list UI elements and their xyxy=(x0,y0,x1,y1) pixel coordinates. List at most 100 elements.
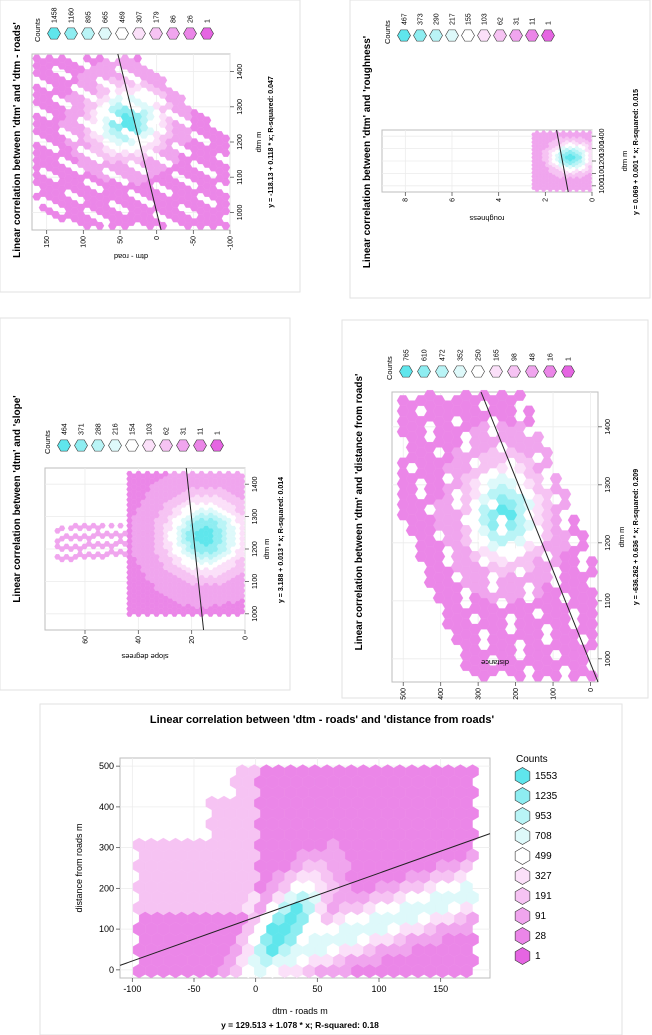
chart-dtm-roads-vs-distance: Linear correlation between 'dtm - roads'… xyxy=(74,714,558,1030)
x-tick-label: 1200 xyxy=(252,541,259,557)
hexbin-cell xyxy=(126,564,133,570)
y-tick-label: 100 xyxy=(550,688,557,700)
legend-swatch xyxy=(509,29,523,42)
legend-label: 179 xyxy=(153,11,160,23)
hexbin-cell xyxy=(126,507,133,513)
hexbin-cell xyxy=(531,159,537,164)
legend-swatch xyxy=(435,365,449,378)
hexbin-cell xyxy=(531,155,537,160)
legend-label: 288 xyxy=(95,423,102,435)
legend-label: 62 xyxy=(163,427,170,435)
y-tick-label: 400 xyxy=(438,688,445,700)
x-tick-label: 1100 xyxy=(599,166,606,181)
legend-label: 290 xyxy=(433,13,440,25)
legend-swatch xyxy=(176,439,190,452)
y-tick-label: 0 xyxy=(109,965,114,975)
hexbin-cell xyxy=(531,178,537,183)
chart-dtm-vs-roughness: Linear correlation between 'dtm' and 'ro… xyxy=(362,13,640,268)
legend-swatch xyxy=(514,807,531,825)
x-tick-label: 1200 xyxy=(599,153,606,169)
x-tick-label: 150 xyxy=(433,984,448,994)
hexbin-cell xyxy=(117,522,124,529)
legend-label: 352 xyxy=(457,349,464,361)
y-axis-ticks: 0 20 40 60 xyxy=(82,630,249,644)
x-tick-label: 1300 xyxy=(605,477,612,493)
legend-swatch xyxy=(525,365,539,378)
x-tick-label: 50 xyxy=(312,984,322,994)
hexbin-cell xyxy=(126,512,133,519)
legend-label: 708 xyxy=(535,831,552,842)
x-tick-label: 1100 xyxy=(252,574,259,589)
hexbin-cell xyxy=(126,522,133,529)
legend-swatch xyxy=(81,27,95,40)
hexbin-cell xyxy=(82,54,92,63)
y-tick-label: 300 xyxy=(475,688,482,700)
legend-title: Counts xyxy=(33,18,42,42)
legend-swatch xyxy=(507,365,521,378)
x-tick-label: 1000 xyxy=(252,606,259,622)
legend-swatch xyxy=(471,365,485,378)
legend-label: 472 xyxy=(439,349,446,361)
legend-swatch xyxy=(108,439,122,452)
legend: Counts 1458 1160 895 665 469 307 179 86 26 1 xyxy=(33,7,214,42)
y-tick-label: 6 xyxy=(449,198,456,202)
x-axis-label: dtm m xyxy=(254,132,263,153)
legend-label: 953 xyxy=(535,811,552,822)
legend-swatch xyxy=(183,27,197,40)
regression-line xyxy=(119,833,491,966)
legend-label: 307 xyxy=(136,11,143,23)
legend-label: 48 xyxy=(529,353,536,361)
x-tick-label: 100 xyxy=(371,984,386,994)
legend-label: 217 xyxy=(449,13,456,25)
legend-label: 499 xyxy=(535,851,552,862)
legend-label: 1 xyxy=(535,951,541,962)
x-tick-label: 1400 xyxy=(252,476,259,492)
legend-label: 31 xyxy=(513,17,520,25)
x-axis-ticks: -100 -50 0 50 100 150 xyxy=(123,978,448,994)
legend-label: 327 xyxy=(535,871,552,882)
x-tick-label: -50 xyxy=(187,984,200,994)
legend-label: 86 xyxy=(170,15,177,23)
legend-swatch xyxy=(149,27,163,40)
y-tick-label: 0 xyxy=(588,688,595,692)
legend-label: 467 xyxy=(401,13,408,25)
y-tick-label: 40 xyxy=(136,636,143,644)
hexbin-cell xyxy=(396,395,410,406)
y-axis-ticks: 0 2 4 6 8 xyxy=(403,192,596,202)
legend-title: Counts xyxy=(385,356,394,380)
legend-label: 1 xyxy=(545,21,552,25)
legend-label: 1 xyxy=(204,19,211,23)
legend-label: 165 xyxy=(493,349,500,361)
hexbin-cell xyxy=(531,166,537,171)
legend-swatch xyxy=(166,27,180,40)
legend-swatch xyxy=(64,27,78,40)
hexbin-cell xyxy=(531,182,537,187)
legend-title: Counts xyxy=(43,430,52,454)
x-tick-label: 1000 xyxy=(237,205,244,221)
legend-label: 895 xyxy=(85,11,92,23)
legend: Counts 464 371 288 216 154 103 62 31 11 1 xyxy=(43,423,224,454)
legend-title: Counts xyxy=(516,754,548,765)
regression-equation: y = 3.188 + 0.013 * x; R-squared: 0.014 xyxy=(278,477,285,603)
y-tick-label: 100 xyxy=(81,236,88,248)
legend-label: 103 xyxy=(146,423,153,435)
y-tick-label: 300 xyxy=(99,843,114,853)
chart-dtm-vs-distance: Linear correlation between 'dtm' and 'di… xyxy=(354,349,640,699)
x-tick-label: 1100 xyxy=(605,593,612,608)
hexbin-cell xyxy=(67,525,75,532)
legend-label: 155 xyxy=(465,13,472,25)
y-tick-label: 500 xyxy=(401,688,408,700)
y-tick-label: 2 xyxy=(543,198,550,202)
y-tick-label: 50 xyxy=(117,236,124,244)
x-tick-label: 1400 xyxy=(605,419,612,435)
y-tick-label: 60 xyxy=(82,636,89,644)
legend-label: 103 xyxy=(481,13,488,25)
legend-swatch xyxy=(429,29,443,42)
legend-swatch xyxy=(200,27,214,40)
regression-line xyxy=(480,391,599,683)
hexbin-cell xyxy=(549,473,563,484)
